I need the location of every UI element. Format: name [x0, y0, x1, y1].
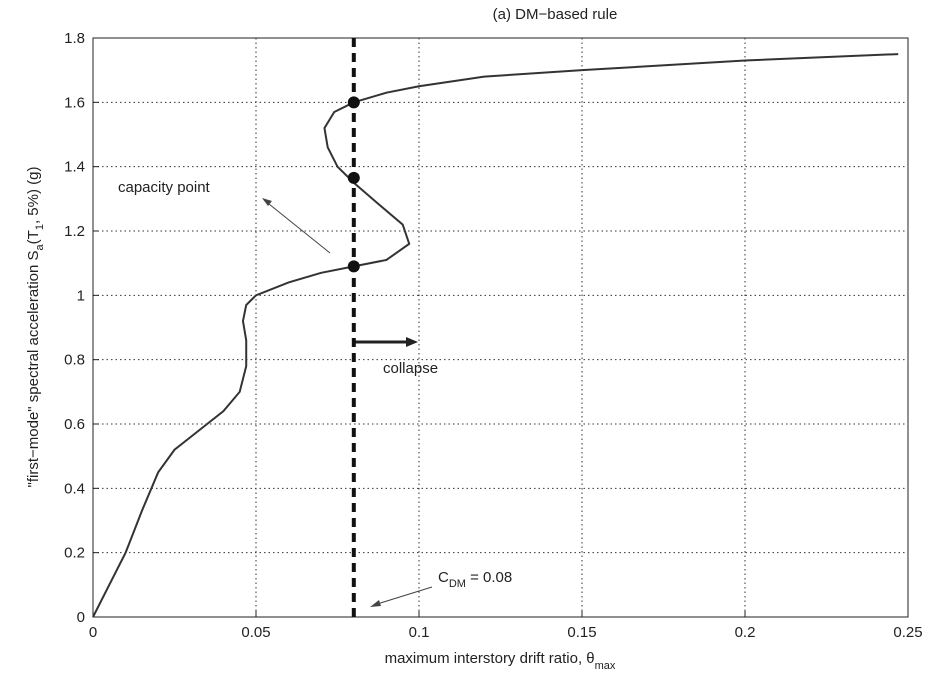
x-tick-label: 0.1: [409, 624, 430, 641]
y-tick-label: 1.6: [64, 94, 85, 111]
y-tick-label: 1: [77, 287, 85, 304]
x-tick-label: 0.2: [735, 624, 756, 641]
y-tick-label: 0.2: [64, 545, 85, 562]
y-label-part: , 5%) (g): [25, 167, 42, 225]
annotation: collapse: [383, 360, 438, 377]
y-tick-label: 0.8: [64, 352, 85, 369]
y-label-part: "first−mode" spectral acceleration S: [25, 250, 42, 487]
y-label-sub: 1: [34, 224, 46, 230]
y-tick-label: 1.8: [64, 30, 85, 47]
arrow-head: [262, 198, 272, 206]
x-tick-label: 0.15: [567, 624, 596, 641]
y-label-part: (T: [25, 230, 42, 244]
arrow-head: [370, 600, 381, 607]
y-tick-label: 1.2: [64, 223, 85, 240]
plot-frame: [92, 37, 909, 618]
y-axis-label: "first−mode" spectral acceleration Sa(T1…: [25, 167, 46, 488]
x-axis-label: maximum interstory drift ratio, θmax: [385, 650, 616, 672]
capacity-marker: [347, 96, 360, 109]
annotation: capacity point: [118, 179, 211, 196]
x-tick-label: 0.25: [893, 624, 922, 641]
arrow-head: [406, 337, 418, 347]
threshold-label-part: = 0.08: [466, 569, 512, 586]
x-tick-label: 0.05: [241, 624, 270, 641]
annotation-arrow: [373, 586, 433, 606]
y-tick-label: 0.4: [64, 480, 85, 497]
y-label-sub: a: [34, 243, 46, 250]
capacity-marker: [347, 260, 360, 273]
data-line: [92, 53, 899, 618]
x-label-main: maximum interstory drift ratio, θ: [385, 650, 595, 667]
threshold-label: CDM = 0.08: [438, 569, 512, 590]
x-label-sub: max: [595, 660, 616, 672]
chart-title: (a) DM−based rule: [493, 6, 618, 23]
x-tick-label: 0: [89, 624, 97, 641]
y-tick-label: 0: [77, 609, 85, 626]
y-tick-label: 0.6: [64, 416, 85, 433]
y-tick-label: 1.4: [64, 159, 85, 176]
annotation-arrow: [263, 199, 331, 254]
threshold-label-part: C: [438, 569, 449, 586]
capacity-marker: [347, 171, 360, 184]
threshold-label-sub: DM: [449, 578, 466, 590]
